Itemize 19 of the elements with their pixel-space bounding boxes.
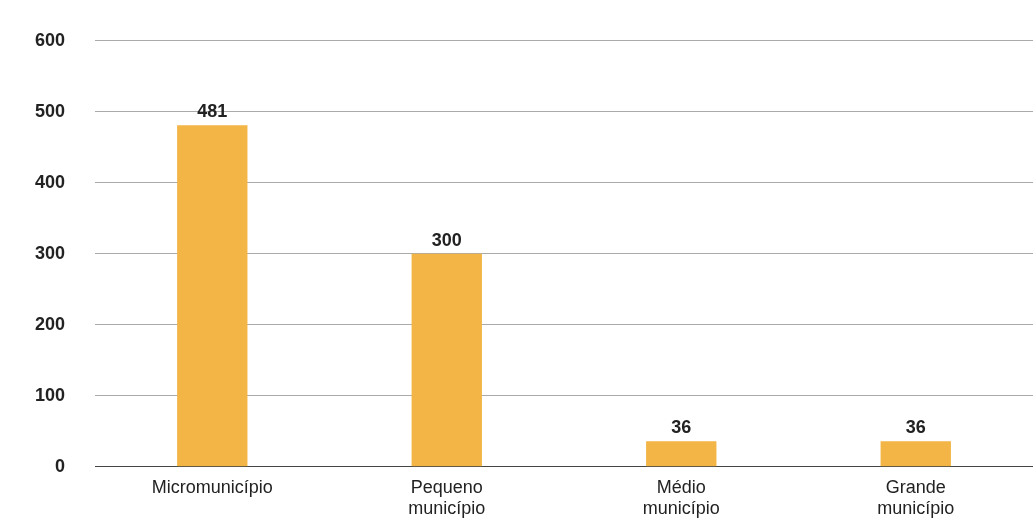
data-label: 36 [671, 417, 692, 438]
x-tick-label: Micromunicípio [151, 476, 273, 497]
y-tick-label: 600 [34, 29, 66, 50]
data-label: 36 [905, 417, 926, 438]
bar [411, 253, 482, 467]
bar [880, 441, 951, 467]
y-tick-label: 0 [55, 455, 66, 476]
y-tick-label: 500 [34, 100, 66, 121]
y-tick-label: 400 [34, 171, 66, 192]
y-tick-label: 200 [34, 313, 66, 334]
y-tick-label: 100 [34, 384, 66, 405]
x-tick-label: Médio município [642, 476, 720, 519]
data-label: 481 [197, 101, 228, 122]
x-tick-label: Pequeno município [408, 476, 486, 519]
data-label: 300 [431, 229, 462, 250]
y-tick-label: 300 [34, 242, 66, 263]
bar [646, 441, 717, 467]
bar [177, 125, 248, 467]
x-tick-label: Grande município [877, 476, 955, 519]
